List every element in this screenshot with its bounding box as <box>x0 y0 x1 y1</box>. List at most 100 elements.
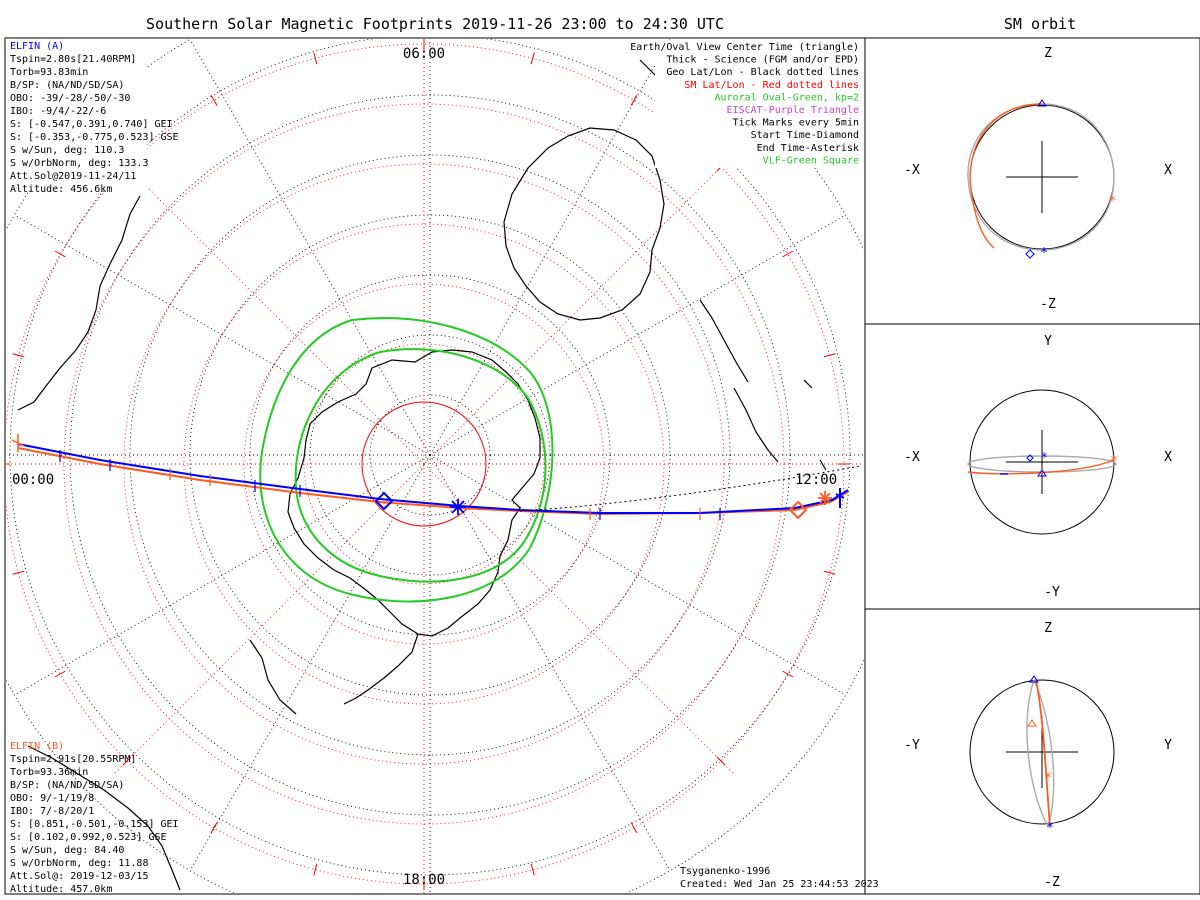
elfin-a-orbit-xy-start <box>1026 454 1034 462</box>
axis-label-top: Y <box>1044 334 1052 349</box>
elfin-a-line: Att.Sol@2019-11-24/11 <box>10 171 136 182</box>
antarctic-peninsula <box>343 633 419 705</box>
elfin-b-orbit-xz-end: * <box>1108 194 1116 209</box>
legend-entry: End Time-Asterisk <box>757 143 859 154</box>
elfin-a-orbit-xz-marker <box>1037 99 1047 107</box>
elfin-a-line: S w/Sun, deg: 110.3 <box>10 145 124 156</box>
axis-label-bottom: -Y <box>1044 585 1060 600</box>
orbit-panel-xz: * * Z -Z -X X <box>864 37 1200 325</box>
elfin-a-info: ELFIN (A) Tspin=2.80s[21.40RPM] Torb=93.… <box>7 40 179 195</box>
sm-meridian-line <box>423 463 736 776</box>
elfin-a-line: IBO: -9/4/-22/-6 <box>10 106 106 117</box>
sm-outer-tick <box>12 353 25 358</box>
australia-coastline <box>503 127 665 321</box>
sm-outer-tick <box>782 670 794 678</box>
south-america-coastline <box>17 195 141 411</box>
geo-meridian-line <box>429 454 671 871</box>
sm-latitude-circle <box>361 401 487 527</box>
geo-meridian-line <box>429 214 846 456</box>
axis-label-left: -Y <box>904 738 920 753</box>
elfin-b-start-diamond <box>788 500 808 520</box>
elfin-a-line: Torb=93.83min <box>10 67 88 78</box>
sm-grid <box>6 39 864 893</box>
geo-meridian-line <box>429 39 671 456</box>
track-markers <box>11 434 845 520</box>
auroral-oval <box>259 317 554 603</box>
time-label-left: 00:00 <box>12 472 54 488</box>
sm-outer-tick <box>122 756 132 766</box>
elfin-a-line: Altitude: 456.6km <box>10 184 112 195</box>
axis-label-right: X <box>1164 450 1172 465</box>
elfin-a-line: B/SP: (NA/ND/SD/SA) <box>10 80 124 91</box>
sm-outer-tick <box>823 570 836 575</box>
axis-label-bottom: -Z <box>1040 297 1056 312</box>
footprint-tracks <box>17 443 861 516</box>
legend: Earth/Oval View Center Time (triangle) Th… <box>630 40 863 168</box>
axis-label-top: Z <box>1044 621 1052 636</box>
geo-meridian-line <box>14 454 431 696</box>
sm-meridian-line <box>112 152 425 465</box>
elfin-a-orbit-xy-triangle <box>1037 469 1047 477</box>
legend-entry: Start Time-Diamond <box>751 130 859 141</box>
coastlines <box>17 59 827 891</box>
elfin-a-orbit-yz-marker <box>1029 675 1039 683</box>
elfin-a-orbit-xz-end: * <box>1040 246 1048 261</box>
sm-outer-tick <box>210 822 218 834</box>
sm-outer-tick <box>210 94 218 106</box>
orbit-title: SM orbit <box>1004 15 1076 33</box>
elfin-a-orbit-xy-end: * <box>1040 451 1048 466</box>
legend-bg <box>655 40 863 168</box>
legend-entry: Earth/Oval View Center Time (triangle) <box>630 42 859 53</box>
orbit-panel-xy-frame <box>864 323 1200 610</box>
sm-outer-tick <box>716 756 726 766</box>
sm-outer-tick <box>313 52 318 65</box>
legend-entry: VLF-Green Square <box>763 155 859 166</box>
elfin-a-line: S w/OrbNorm, deg: 133.3 <box>10 158 148 169</box>
sm-outer-tick <box>530 52 535 65</box>
axis-label-left: -X <box>904 450 920 465</box>
elfin-a-orbit-yz-end: * <box>1046 821 1054 836</box>
sm-outer-tick <box>630 94 638 106</box>
sm-outer-tick <box>530 863 535 876</box>
elfin-b-line: OBO: 9/-1/19/8 <box>10 793 94 804</box>
south-america-tip <box>249 639 297 715</box>
geo-meridian-line <box>189 454 431 871</box>
elfin-b-track-start-tick <box>11 434 25 452</box>
auroral-oval-outer <box>259 317 554 603</box>
created-credit: Created: Wed Jan 25 23:44:53 2023 <box>680 879 879 890</box>
elfin-b-orbit-yz-end: * <box>1044 771 1052 786</box>
elfin-b-line: Tspin=2.91s[20.55RPM] <box>10 754 136 765</box>
elfin-b-orbit-xy-end: * <box>1110 454 1118 469</box>
elfin-b-orbit-yz <box>1035 679 1051 827</box>
elfin-b-line: S w/OrbNorm, deg: 11.88 <box>10 858 148 869</box>
time-label-top: 06:00 <box>403 46 445 62</box>
view-center-dotted-line <box>519 465 861 512</box>
axis-label-right: X <box>1164 163 1172 178</box>
model-credit: Tsyganenko-1996 <box>680 866 770 877</box>
elfin-a-start-diamond <box>374 491 394 511</box>
elfin-b-info: ELFIN (B) Tspin=2.91s[20.55RPM] Torb=93.… <box>10 741 179 895</box>
track-ticks <box>59 450 721 520</box>
legend-entry: SM Lat/Lon - Red dotted lines <box>684 80 859 91</box>
sm-outer-tick <box>54 250 66 258</box>
elfin-b-orbit-yz-marker <box>1027 719 1037 727</box>
geo-grid <box>6 39 864 893</box>
time-label-right: 12:00 <box>795 472 837 488</box>
elfin-b-line: S: [0.851,-0.501,-0.153] GEI <box>10 819 179 830</box>
elfin-a-line: S: [-0.353,-0.775,0.523] GSE <box>10 132 179 143</box>
elfin-a-line: Tspin=2.80s[21.40RPM] <box>10 54 136 65</box>
elfin-b-line: Torb=93.36min <box>10 767 88 778</box>
elfin-a-track <box>17 443 849 514</box>
orbit-panel-yz-frame <box>864 608 1200 895</box>
legend-entry: Thick - Science (FGM and/or EPD) <box>666 55 859 66</box>
legend-entry: Geo Lat/Lon - Black dotted lines <box>666 67 859 78</box>
sm-outer-tick <box>12 570 25 575</box>
elfin-a-orbit-xz <box>967 103 1115 251</box>
legend-entry: Tick Marks every 5min <box>733 118 859 129</box>
elfin-a-line: OBO: -39/-28/-50/-30 <box>10 93 130 104</box>
elfin-a-line: S: [-0.547,0.391,0.740] GEI <box>10 119 173 130</box>
sm-outer-tick <box>782 250 794 258</box>
elfin-a-info-bg <box>7 40 147 190</box>
geo-meridian-line <box>429 454 846 696</box>
africa-coastline <box>27 745 181 891</box>
